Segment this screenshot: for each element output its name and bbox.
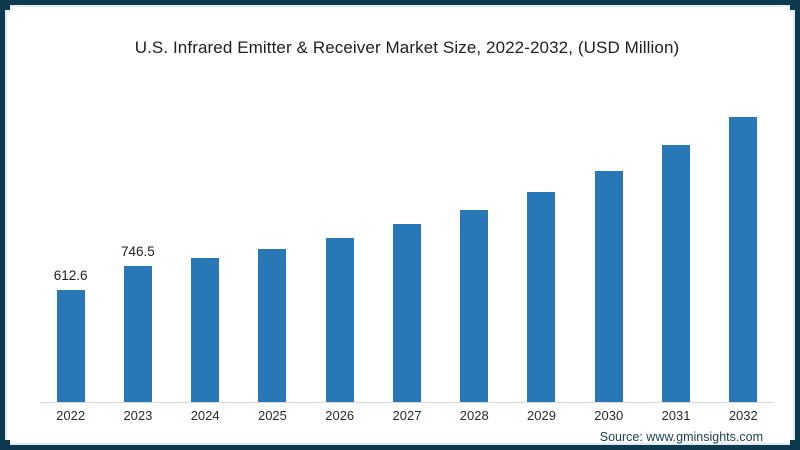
bar-slot-2026 bbox=[306, 110, 373, 402]
bar-slot-2032 bbox=[710, 110, 777, 402]
chart-canvas: U.S. Infrared Emitter & Receiver Market … bbox=[5, 5, 795, 445]
x-axis-label-2032: 2032 bbox=[728, 408, 758, 423]
x-axis-label-2022: 2022 bbox=[56, 408, 86, 423]
x-axis-label-2030: 2030 bbox=[594, 408, 624, 423]
bar-2026 bbox=[325, 237, 354, 402]
x-axis-label-2026: 2026 bbox=[325, 408, 355, 423]
bar-2030 bbox=[594, 171, 623, 402]
x-axis-label-2027: 2027 bbox=[392, 408, 422, 423]
x-axis-label-2025: 2025 bbox=[257, 408, 287, 423]
frame-corner-bottom-right bbox=[790, 440, 800, 450]
bar-slot-2029 bbox=[508, 110, 575, 402]
bar-value-label-2023: 746.5 bbox=[121, 243, 155, 259]
bar-2027 bbox=[392, 224, 421, 402]
bar-2024 bbox=[191, 257, 220, 402]
frame-corner-top-right bbox=[790, 0, 800, 10]
bar-slot-2024 bbox=[172, 110, 239, 402]
bar-2031 bbox=[662, 144, 691, 402]
bar-2029 bbox=[527, 192, 556, 402]
bar-slot-2028 bbox=[441, 110, 508, 402]
x-axis-label-2031: 2031 bbox=[661, 408, 691, 423]
chart-title: U.S. Infrared Emitter & Receiver Market … bbox=[134, 38, 680, 57]
x-axis-labels-row: 2022 2023 2024 2025 2026 2027 2028 2029 2030 2031… bbox=[37, 408, 777, 423]
x-axis-label-2029: 2029 bbox=[527, 408, 556, 423]
frame-corner-top-left bbox=[0, 0, 10, 10]
x-axis-label-2028: 2028 bbox=[459, 408, 489, 423]
bar-chart-plot-area: 612.6 746.5 bbox=[37, 110, 777, 402]
x-axis-label-2024: 2024 bbox=[190, 408, 220, 423]
bar-slot-2027 bbox=[373, 110, 440, 402]
frame-corner-bottom-left bbox=[0, 440, 10, 450]
bar-slot-2031 bbox=[642, 110, 709, 402]
bar-slot-2025 bbox=[239, 110, 306, 402]
bar-2023 bbox=[123, 265, 152, 402]
bar-slot-2023: 746.5 bbox=[104, 110, 171, 402]
bar-2022 bbox=[56, 290, 85, 402]
bar-value-label-2022: 612.6 bbox=[53, 268, 88, 284]
bar-slot-2022: 612.6 bbox=[37, 110, 104, 402]
source-attribution: Source: www.gminsights.com bbox=[599, 430, 763, 444]
x-axis-label-2023: 2023 bbox=[123, 408, 153, 423]
x-axis-line bbox=[40, 402, 774, 403]
bar-2032 bbox=[729, 117, 758, 402]
bar-2028 bbox=[460, 210, 489, 402]
bar-slot-2030 bbox=[575, 110, 642, 402]
bar-2025 bbox=[258, 248, 287, 402]
